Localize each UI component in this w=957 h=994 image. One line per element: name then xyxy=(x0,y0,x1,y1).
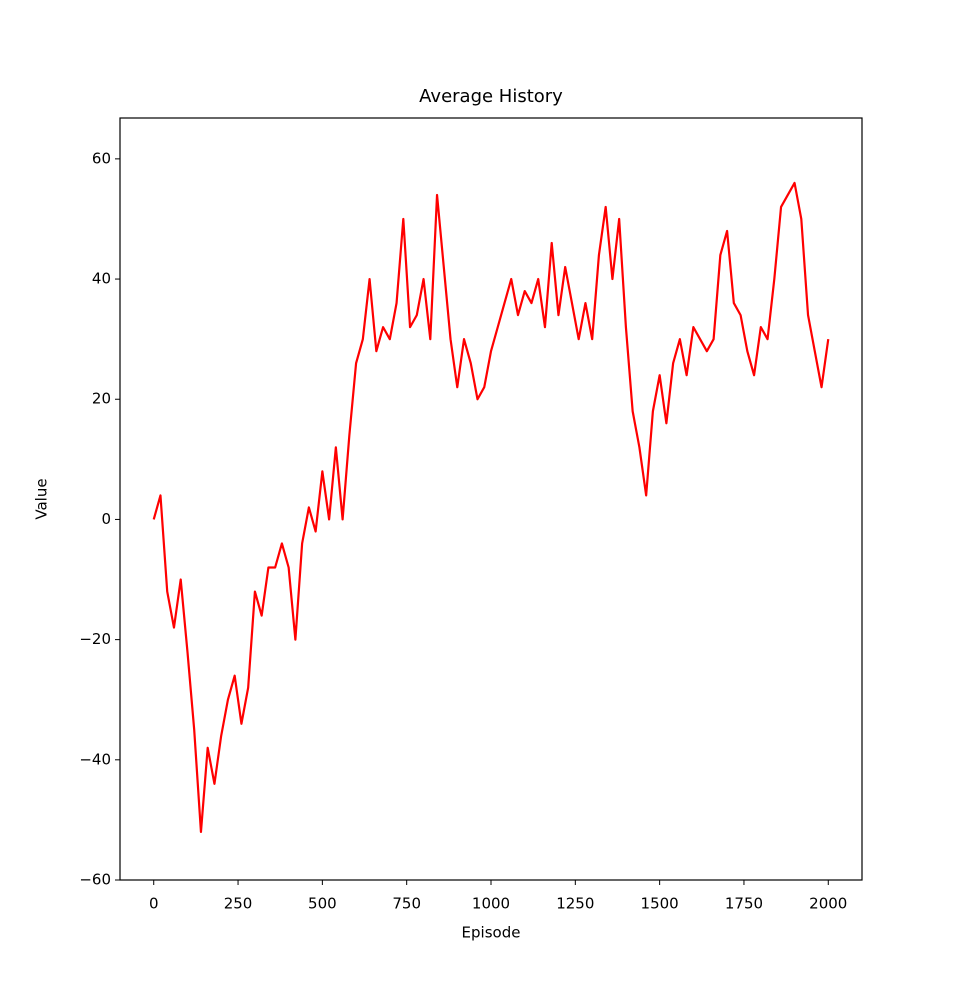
plot-frame xyxy=(119,117,863,881)
x-tick-label: 1500 xyxy=(641,895,679,913)
y-tick-label: −40 xyxy=(79,750,111,768)
y-tick-label: −60 xyxy=(79,871,111,889)
x-tick-label: 500 xyxy=(308,895,337,913)
chart-title: Average History xyxy=(419,86,563,107)
y-tick-label: 0 xyxy=(101,510,111,528)
y-tick-label: 60 xyxy=(92,149,111,167)
y-tick-label: −20 xyxy=(79,630,111,648)
y-tick-label: 40 xyxy=(92,270,111,288)
x-tick-label: 750 xyxy=(392,895,421,913)
x-tick-label: 250 xyxy=(224,895,253,913)
data-line xyxy=(152,181,830,834)
x-tick-label: 0 xyxy=(149,895,159,913)
x-tick-label: 2000 xyxy=(809,895,847,913)
x-tick-label: 1250 xyxy=(556,895,594,913)
x-tick-label: 1750 xyxy=(725,895,763,913)
y-axis-label: Value xyxy=(33,478,51,519)
x-axis-label: Episode xyxy=(462,924,521,942)
x-tick-label: 1000 xyxy=(472,895,510,913)
y-tick-label: 20 xyxy=(92,390,111,408)
